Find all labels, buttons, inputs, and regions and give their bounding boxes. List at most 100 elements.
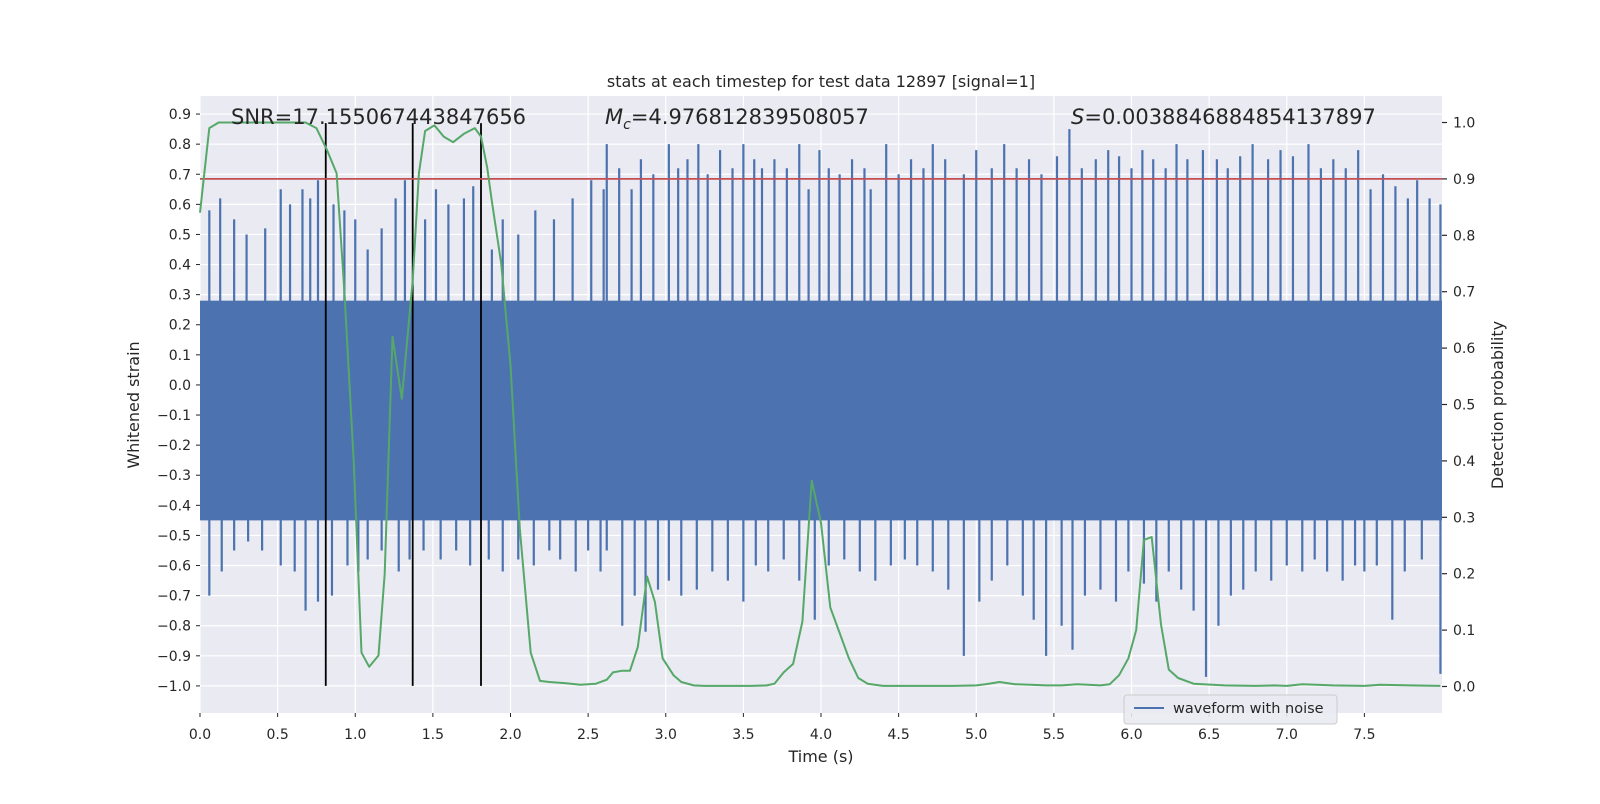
y-tick-label-10: −0.1: [157, 408, 191, 424]
x-tick-label-15: 7.5: [1353, 727, 1375, 743]
x-tick-label-1: 0.5: [266, 727, 288, 743]
y-tick-label-2: 0.7: [169, 167, 191, 183]
y2-axis-ticks: 1.0 0.9 0.8 0.7 0.6 0.5 0.4 0.3 0.2 0.1 0.0: [1442, 116, 1475, 695]
probability-point-39: [595, 683, 596, 684]
chart-title: stats at each timestep for test data 128…: [607, 72, 1035, 91]
y2-tick-label-2: 0.8: [1453, 228, 1475, 244]
probability-point-50: [693, 685, 694, 686]
y-tick-label-9: 0.0: [169, 378, 191, 394]
probability-point-47: [662, 658, 663, 659]
probability-point-77: [1087, 684, 1088, 685]
y-axis-label: Whitened strain: [124, 341, 143, 468]
probability-point-79: [1109, 684, 1110, 685]
probability-point-66: [883, 685, 884, 686]
probability-point-73: [1030, 684, 1031, 685]
y2-tick-label-9: 0.1: [1453, 623, 1475, 639]
probability-point-25: [452, 142, 453, 143]
probability-point-35: [539, 680, 540, 681]
probability-point-42: [622, 670, 623, 671]
probability-point-20: [412, 280, 413, 281]
x-tick-label-6: 3.0: [655, 727, 677, 743]
probability-point-57: [792, 663, 793, 664]
chirp-mass-value: =4.976812839508057: [631, 105, 869, 129]
probability-point-80: [1118, 675, 1119, 676]
probability-series: [199, 121, 1441, 687]
probability-point-93: [1302, 684, 1303, 685]
probability-point-30: [491, 201, 492, 202]
probability-point-18: [392, 336, 393, 337]
y2-tick-label-6: 0.4: [1453, 454, 1475, 470]
probability-point-31: [501, 263, 502, 264]
y2-tick-label-3: 0.7: [1453, 285, 1475, 301]
probability-point-11: [336, 173, 337, 174]
probability-point-22: [425, 130, 426, 131]
probability-point-55: [774, 683, 775, 684]
probability-point-92: [1286, 685, 1287, 686]
x-tick-label-4: 2.0: [499, 727, 521, 743]
probability-point-43: [629, 670, 630, 671]
s-symbol: S: [1071, 105, 1084, 129]
probability-point-38: [580, 684, 581, 685]
legend: waveform with noise: [1123, 694, 1338, 725]
y2-tick-label-7: 0.3: [1453, 510, 1475, 526]
probability-point-94: [1333, 685, 1334, 686]
legend-label-waveform: waveform with noise: [1173, 701, 1324, 717]
y-tick-label-5: 0.4: [169, 258, 191, 274]
probability-point-81: [1128, 658, 1129, 659]
probability-point-83: [1143, 539, 1144, 540]
y-tick-label-6: 0.3: [169, 288, 191, 304]
probability-point-37: [564, 683, 565, 684]
x-axis-label: Time (s): [787, 747, 853, 766]
probability-point-96: [1379, 684, 1380, 685]
probability-point-60: [820, 522, 821, 523]
probability-point-19: [401, 398, 402, 399]
x-tick-label-5: 2.5: [577, 727, 599, 743]
probability-point-24: [443, 136, 444, 137]
y2-tick-label-1: 0.9: [1453, 172, 1475, 188]
y-tick-label-13: −0.4: [157, 498, 191, 514]
y-tick-label-16: −0.7: [157, 589, 191, 605]
probability-point-10: [327, 150, 328, 151]
probability-point-61: [830, 607, 831, 608]
probability-point-14: [361, 652, 362, 653]
x-tick-label-7: 3.5: [732, 727, 754, 743]
probability-point-21: [418, 173, 419, 174]
probability-point-88: [1193, 683, 1194, 684]
y-tick-label-12: −0.3: [157, 468, 191, 484]
probability-point-32: [510, 364, 511, 365]
x-tick-label-2: 1.0: [344, 727, 366, 743]
y2-tick-label-4: 0.6: [1453, 341, 1475, 357]
x-tick-label-10: 5.0: [965, 727, 987, 743]
probability-point-89: [1224, 685, 1225, 686]
probability-point-1: [209, 128, 210, 129]
chirp-mass-subscript: c: [623, 117, 631, 133]
s-annotation: S=0.0038846884854137897: [1071, 105, 1376, 129]
y2-tick-label-10: 0.0: [1453, 679, 1475, 695]
probability-point-51: [704, 685, 705, 686]
chirp-mass-annotation: Mc=4.976812839508057: [605, 105, 869, 133]
chirp-mass-symbol: M: [605, 105, 623, 129]
probability-point-44: [637, 646, 638, 647]
probability-point-36: [549, 681, 550, 682]
probability-point-90: [1255, 685, 1256, 686]
x-tick-label-0: 0.0: [189, 727, 211, 743]
probability-point-54: [766, 685, 767, 686]
probability-point-74: [1046, 685, 1047, 686]
probability-point-0: [199, 212, 200, 213]
probability-point-58: [802, 621, 803, 622]
x-tick-label-14: 7.0: [1276, 727, 1298, 743]
probability-point-13: [353, 460, 354, 461]
probability-point-67: [914, 685, 915, 686]
probability-point-45: [647, 576, 648, 577]
probability-point-71: [999, 681, 1000, 682]
x-tick-label-12: 6.0: [1120, 727, 1142, 743]
x-tick-label-11: 5.5: [1043, 727, 1065, 743]
probability-point-97: [1410, 685, 1411, 686]
probability-point-64: [858, 677, 859, 678]
y-tick-label-14: −0.5: [157, 528, 191, 544]
probability-point-95: [1364, 685, 1365, 686]
probability-line: [199, 121, 1441, 687]
snr-annotation: SNR=17.155067443847656: [231, 105, 526, 129]
probability-point-12: [344, 291, 345, 292]
probability-point-46: [654, 601, 655, 602]
